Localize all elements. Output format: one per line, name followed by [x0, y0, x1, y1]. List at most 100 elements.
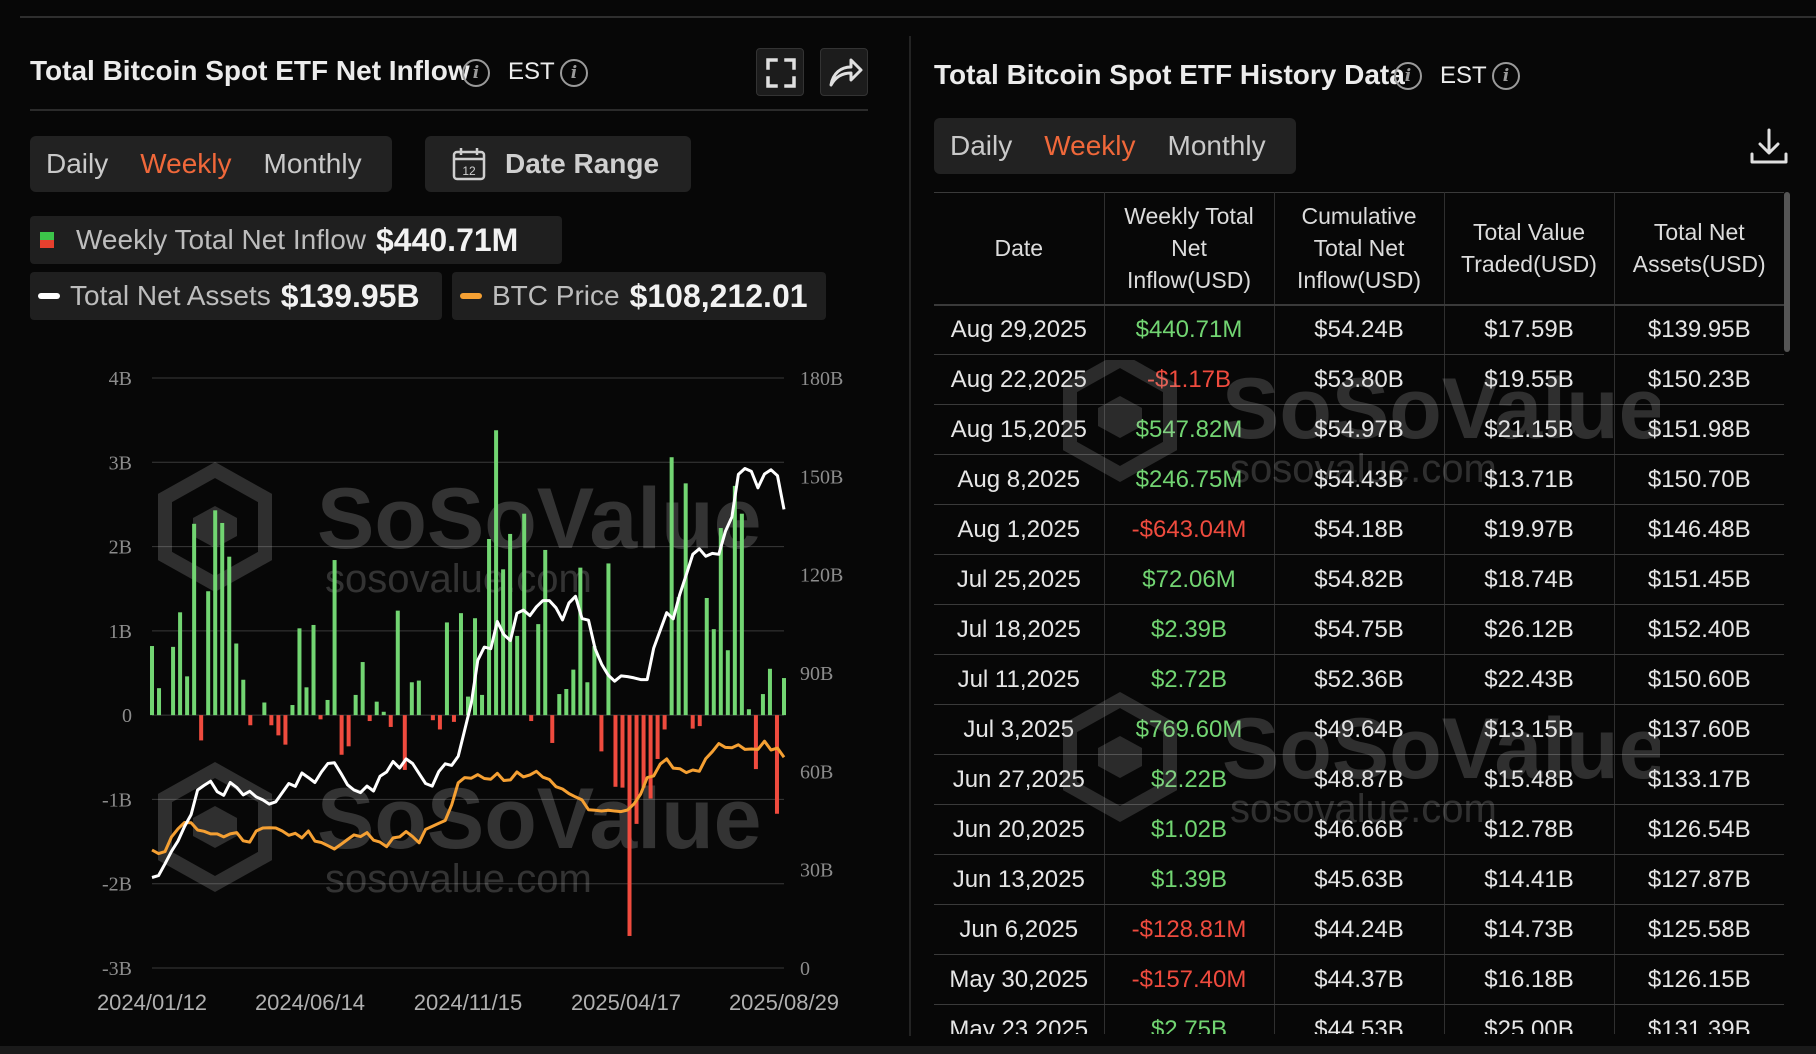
- inflow-legend-label: Weekly Total Net Inflow: [76, 224, 366, 255]
- inflow-bar: [662, 715, 667, 730]
- inflow-bar: [571, 669, 576, 716]
- inflow-bar: [641, 715, 646, 788]
- inflow-bar: [248, 715, 253, 726]
- inflow-bar: [339, 715, 344, 755]
- column-header: Weekly Total Net Inflow(USD): [1104, 192, 1275, 306]
- share-button[interactable]: [820, 48, 868, 96]
- inflow-bar: [297, 628, 302, 716]
- inflow-bar: [782, 678, 786, 716]
- table-row[interactable]: Jul 18,2025 $2.39B $54.75B $26.12B $152.40B: [934, 604, 1784, 655]
- table-cell: $137.60B: [1614, 704, 1784, 755]
- table-row[interactable]: Aug 22,2025 -$1.17B $53.80B $19.55B $150.23B: [934, 354, 1784, 405]
- table-cell: $54.75B: [1274, 604, 1445, 655]
- inflow-bar: [473, 618, 478, 716]
- tab-monthly[interactable]: Monthly: [263, 148, 362, 179]
- column-header-line: Date: [994, 235, 1044, 262]
- table-row[interactable]: Jul 25,2025 $72.06M $54.82B $18.74B $151.45B: [934, 554, 1784, 605]
- history-table-container[interactable]: Date Weekly Total Net Inflow(USD) Cumulative…: [934, 192, 1790, 1034]
- table-row[interactable]: Aug 8,2025 $246.75M $54.43B $13.71B $150.70B: [934, 454, 1784, 505]
- fullscreen-button[interactable]: [756, 48, 804, 96]
- column-header-line: Total Value: [1472, 219, 1586, 246]
- table-cell: Jun 6,2025: [934, 904, 1105, 955]
- table-cell: $19.55B: [1444, 354, 1615, 405]
- table-cell: $150.60B: [1614, 654, 1784, 705]
- tab-weekly[interactable]: Weekly: [140, 148, 232, 179]
- table-cell: $150.70B: [1614, 454, 1784, 505]
- inflow-bar: [185, 676, 190, 716]
- table-cell: $1.39B: [1104, 854, 1275, 905]
- table-cell: $146.48B: [1614, 504, 1784, 555]
- table-cell: $2.22B: [1104, 754, 1275, 805]
- column-header-line: Assets(USD): [1632, 251, 1766, 278]
- column-header-line: Net: [1171, 235, 1207, 262]
- info-icon[interactable]: i: [462, 59, 490, 87]
- legend-inflow[interactable]: Weekly Total Net Inflow $440.71M: [30, 216, 562, 264]
- inflow-bar: [332, 560, 337, 716]
- timezone-label: EST: [508, 58, 555, 85]
- history-timezone-info-icon[interactable]: i: [1492, 62, 1520, 90]
- table-cell: $44.37B: [1274, 954, 1445, 1005]
- table-row[interactable]: Jun 6,2025 -$128.81M $44.24B $14.73B $125.58…: [934, 904, 1784, 955]
- inflow-bar: [690, 715, 695, 729]
- table-row[interactable]: Aug 15,2025 $547.82M $54.97B $21.15B $151.98…: [934, 404, 1784, 455]
- table-cell: $133.17B: [1614, 754, 1784, 805]
- timezone-info-icon[interactable]: i: [560, 59, 588, 87]
- table-scrollbar[interactable]: [1784, 192, 1790, 352]
- column-header-line: Total Net: [1653, 219, 1745, 246]
- inflow-bar: [753, 715, 758, 770]
- y-right-tick-label: 120B: [800, 565, 843, 587]
- table-cell: $44.53B: [1274, 1004, 1445, 1034]
- table-cell: $126.15B: [1614, 954, 1784, 1005]
- history-info-icon[interactable]: i: [1394, 62, 1422, 90]
- inflow-bar: [543, 549, 548, 716]
- assets-legend-label: Total Net Assets: [70, 280, 271, 311]
- date-range-button[interactable]: 12 Date Range: [425, 136, 691, 192]
- column-header-line: Weekly Total: [1124, 203, 1254, 230]
- table-row[interactable]: May 23,2025 $2.75B $44.53B $25.00B $131.39B: [934, 1004, 1784, 1034]
- table-cell: $127.87B: [1614, 854, 1784, 905]
- table-cell: Aug 15,2025: [934, 404, 1105, 455]
- column-header-line: Inflow(USD): [1127, 267, 1251, 294]
- assets-legend-value: $139.95B: [280, 277, 420, 314]
- column-header-line: Total Net: [1313, 235, 1405, 262]
- history-tab-daily[interactable]: Daily: [950, 130, 1013, 161]
- table-cell: -$1.17B: [1104, 354, 1275, 405]
- inflow-legend-value: $440.71M: [375, 221, 519, 258]
- inflow-bar: [381, 711, 386, 716]
- y-right-tick-label: 30B: [800, 860, 833, 882]
- table-cell: $18.74B: [1444, 554, 1615, 605]
- download-button[interactable]: [1746, 124, 1792, 170]
- table-cell: $139.95B: [1614, 304, 1784, 355]
- inflow-bar: [227, 556, 232, 716]
- inflow-legend-swatch: [40, 232, 54, 248]
- inflow-bar: [374, 701, 379, 716]
- inflow-bar: [655, 715, 660, 759]
- table-cell: $15.48B: [1444, 754, 1615, 805]
- table-row[interactable]: Aug 1,2025 -$643.04M $54.18B $19.97B $146.48…: [934, 504, 1784, 555]
- table-cell: $54.97B: [1274, 404, 1445, 455]
- inflow-panel-title: Total Bitcoin Spot ETF Net Inflow: [30, 55, 470, 86]
- table-row[interactable]: Jun 20,2025 $1.02B $46.66B $12.78B $126.54B: [934, 804, 1784, 855]
- inflow-bar: [311, 624, 316, 716]
- table-row[interactable]: Jun 27,2025 $2.22B $48.87B $15.48B $133.17B: [934, 754, 1784, 805]
- inflow-bar: [599, 715, 604, 752]
- table-row[interactable]: Jul 11,2025 $2.72B $52.36B $22.43B $150.60B: [934, 654, 1784, 705]
- inflow-bar: [360, 662, 365, 716]
- tab-daily[interactable]: Daily: [46, 148, 109, 179]
- inflow-bar: [725, 650, 730, 716]
- table-row[interactable]: Aug 29,2025 $440.71M $54.24B $17.59B $139.95…: [934, 304, 1784, 355]
- inflow-bar: [150, 646, 154, 716]
- watermark-site: sosovalue.com: [325, 557, 592, 601]
- x-tick-label: 2024/01/12: [97, 990, 207, 1015]
- history-tab-monthly[interactable]: Monthly: [1167, 130, 1266, 161]
- inflow-bar: [206, 591, 211, 716]
- download-icon: [1750, 128, 1788, 164]
- table-row[interactable]: Jul 3,2025 $769.60M $49.64B $13.15B $137.60B: [934, 704, 1784, 755]
- inflow-bar: [346, 715, 351, 747]
- legend-assets[interactable]: Total Net Assets $139.95B: [30, 272, 442, 320]
- table-row[interactable]: May 30,2025 -$157.40M $44.37B $16.18B $126.1…: [934, 954, 1784, 1005]
- history-tab-weekly[interactable]: Weekly: [1044, 130, 1136, 161]
- legend-btc[interactable]: BTC Price $108,212.01: [452, 272, 826, 320]
- table-row[interactable]: Jun 13,2025 $1.39B $45.63B $14.41B $127.87B: [934, 854, 1784, 905]
- inflow-bar: [550, 715, 555, 743]
